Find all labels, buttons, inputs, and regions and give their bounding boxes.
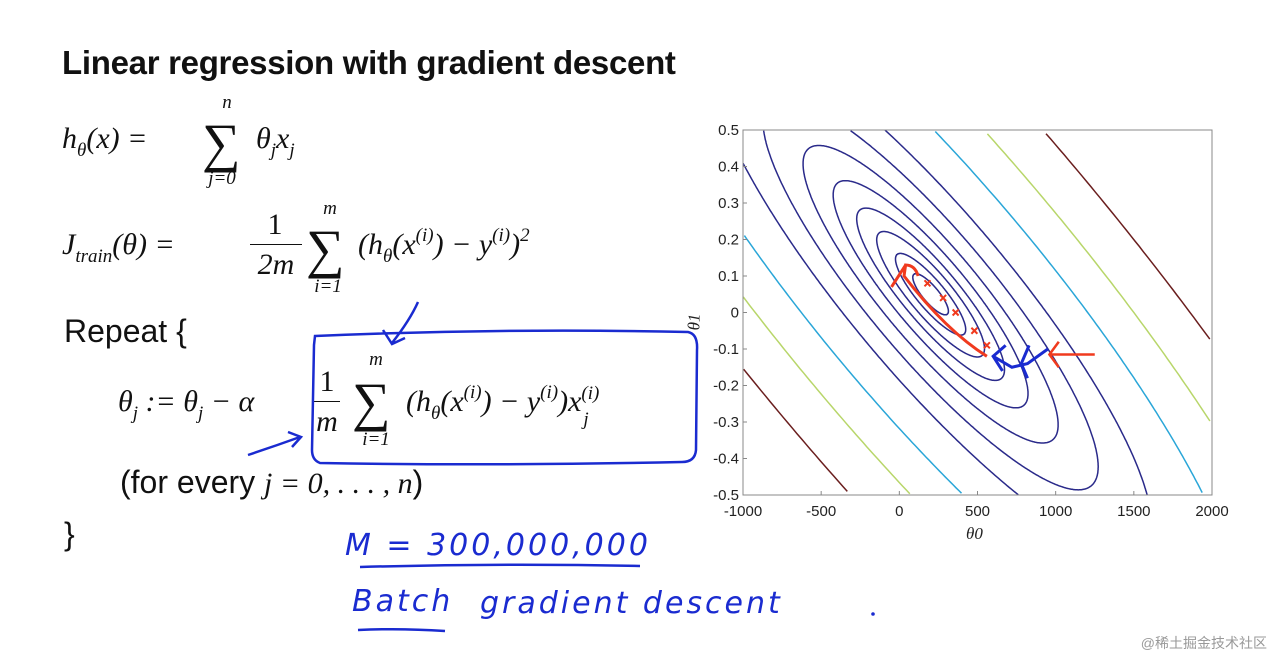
contour-level bbox=[743, 130, 1203, 494]
x-tick-label: 2000 bbox=[1195, 503, 1228, 520]
contour-level bbox=[743, 133, 1211, 492]
x-tick-label: 0 bbox=[895, 503, 903, 520]
underline-m bbox=[359, 563, 641, 569]
for-every-label: (for every j = 0, . . . , n) bbox=[120, 464, 424, 500]
y-tick-label: -0.2 bbox=[713, 378, 739, 395]
y-tick-label: 0 bbox=[731, 305, 739, 322]
start-arrow-icon bbox=[1047, 340, 1095, 368]
x-tick-label: 1500 bbox=[1117, 503, 1150, 520]
contour-level bbox=[742, 133, 1211, 495]
contour-level bbox=[802, 144, 1059, 444]
y-tick-label: -0.4 bbox=[713, 451, 739, 468]
watermark: @稀土掘金技术社区 bbox=[1140, 635, 1267, 651]
y-tick-label: 0.2 bbox=[718, 232, 739, 249]
y-tick-label: -0.3 bbox=[713, 414, 739, 431]
contour-level bbox=[762, 130, 1099, 491]
contour-lines bbox=[742, 129, 1211, 496]
x-axis-label: θ0 bbox=[966, 524, 983, 543]
descent-step-marker bbox=[923, 279, 932, 288]
descent-step-marker bbox=[939, 294, 947, 302]
y-tick-label: 0.4 bbox=[718, 159, 739, 176]
close-brace: } bbox=[64, 516, 75, 552]
arrow-down-icon bbox=[381, 301, 420, 346]
update-formula: θj := θj − α 1 m m ∑ i=1 (hθ(x(i)) − y(i… bbox=[118, 349, 600, 450]
x-tick-label: 1000 bbox=[1039, 503, 1072, 520]
descent-step-marker bbox=[983, 341, 991, 350]
contour-level bbox=[742, 129, 1148, 496]
arrow-right-icon bbox=[247, 430, 304, 457]
y-axis-label: θ1 bbox=[684, 313, 704, 331]
y-tick-label: 0.3 bbox=[718, 195, 739, 212]
y-tick-label: 0.1 bbox=[718, 268, 739, 285]
plot-frame bbox=[742, 129, 1213, 496]
highlight-box bbox=[310, 329, 699, 466]
descent-step-marker bbox=[951, 308, 960, 317]
descent-path-ink bbox=[890, 263, 988, 358]
underline-batch bbox=[357, 627, 446, 633]
x-tick-label: 500 bbox=[965, 503, 990, 520]
cost-formula: Jtrain(θ) = 1 2m m ∑ i=1 (hθ(x(i)) − y(i… bbox=[62, 198, 530, 297]
m-value-annotation: M = 300,000,000 bbox=[345, 528, 651, 563]
repeat-label: Repeat { bbox=[64, 313, 187, 349]
gradient-descent-annotation: gradient descent bbox=[480, 586, 783, 621]
y-tick-label: -0.5 bbox=[713, 487, 739, 504]
hypothesis-formula: hθ(x) = n ∑ j=0 θjxj bbox=[62, 92, 295, 189]
y-tick-label: 0.5 bbox=[718, 122, 739, 139]
batch-annotation: Batch bbox=[352, 584, 454, 619]
y-tick-label: -0.1 bbox=[713, 341, 739, 358]
contour-level bbox=[894, 252, 967, 336]
slide-title: Linear regression with gradient descent bbox=[62, 44, 676, 81]
descent-step-marker bbox=[970, 327, 979, 335]
contour-level bbox=[832, 179, 1029, 409]
x-tick-label: -500 bbox=[806, 503, 836, 520]
contour-level bbox=[855, 207, 1006, 382]
contour-level bbox=[875, 230, 986, 358]
blue-arrows-icon bbox=[991, 344, 1049, 379]
x-tick-label: -1000 bbox=[724, 503, 762, 520]
ink-dot bbox=[871, 612, 875, 616]
